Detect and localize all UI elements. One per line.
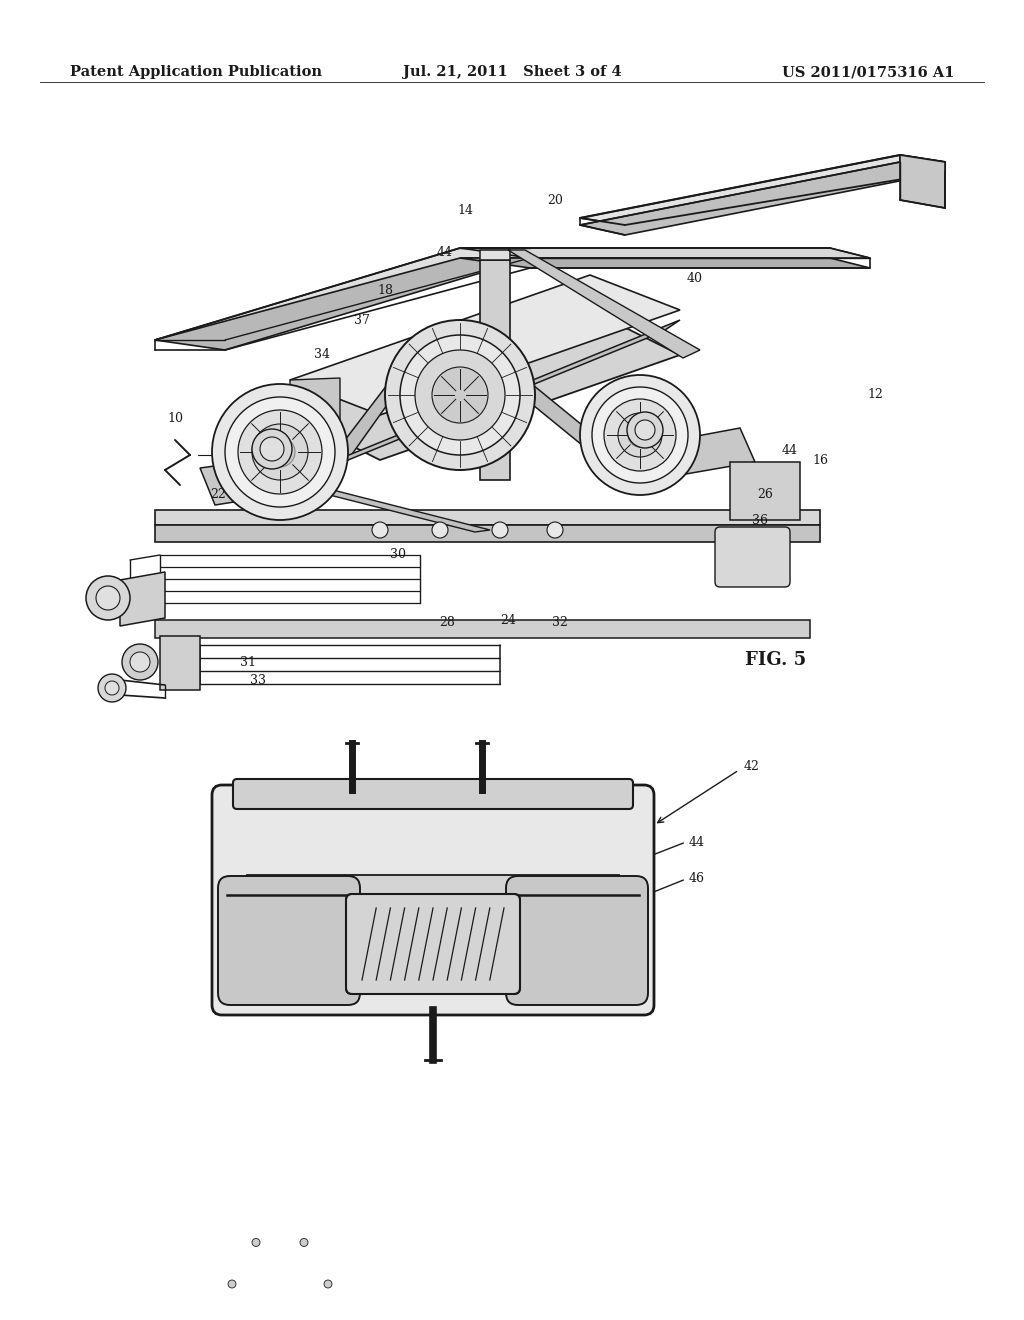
Polygon shape (900, 154, 945, 209)
Circle shape (547, 521, 563, 539)
Text: 30: 30 (390, 549, 406, 561)
Circle shape (105, 681, 119, 696)
FancyBboxPatch shape (715, 527, 790, 587)
Circle shape (238, 411, 322, 494)
Circle shape (225, 397, 335, 507)
Circle shape (627, 412, 663, 447)
Circle shape (372, 521, 388, 539)
Text: FIG. 6: FIG. 6 (410, 997, 471, 1014)
Polygon shape (155, 510, 820, 525)
Circle shape (252, 1238, 260, 1246)
Circle shape (252, 424, 308, 480)
Circle shape (96, 586, 120, 610)
Text: 35: 35 (287, 458, 303, 471)
Polygon shape (580, 154, 945, 224)
Polygon shape (480, 249, 510, 260)
Text: 12: 12 (867, 388, 883, 401)
Circle shape (432, 521, 449, 539)
Circle shape (324, 1280, 332, 1288)
Text: 44: 44 (689, 836, 705, 849)
Text: 34: 34 (314, 348, 330, 362)
FancyBboxPatch shape (218, 876, 360, 1005)
Circle shape (212, 384, 348, 520)
Text: 32: 32 (552, 615, 568, 628)
Text: Jul. 21, 2011   Sheet 3 of 4: Jul. 21, 2011 Sheet 3 of 4 (402, 65, 622, 79)
Polygon shape (160, 636, 200, 690)
Polygon shape (155, 257, 530, 350)
FancyBboxPatch shape (506, 876, 648, 1005)
Polygon shape (155, 525, 820, 543)
Circle shape (618, 413, 662, 457)
Text: US 2011/0175316 A1: US 2011/0175316 A1 (782, 65, 955, 79)
Circle shape (580, 375, 700, 495)
Circle shape (415, 350, 505, 440)
Circle shape (98, 675, 126, 702)
Circle shape (300, 1238, 308, 1246)
Circle shape (385, 319, 535, 470)
Polygon shape (290, 378, 340, 432)
Circle shape (492, 521, 508, 539)
Text: 46: 46 (689, 873, 705, 886)
Circle shape (400, 335, 520, 455)
Circle shape (604, 399, 676, 471)
FancyBboxPatch shape (212, 785, 654, 1015)
Polygon shape (534, 385, 582, 445)
Text: 28: 28 (439, 615, 455, 628)
Circle shape (635, 420, 655, 440)
Circle shape (265, 437, 295, 467)
Polygon shape (155, 620, 810, 638)
Circle shape (628, 422, 652, 447)
Text: 14: 14 (457, 203, 473, 216)
Circle shape (592, 387, 688, 483)
Polygon shape (730, 462, 800, 520)
Text: 31: 31 (240, 656, 256, 668)
Circle shape (252, 429, 292, 469)
Polygon shape (508, 249, 700, 358)
Text: 33: 33 (250, 673, 266, 686)
Polygon shape (665, 428, 755, 475)
Text: 22: 22 (210, 488, 226, 502)
Text: 40: 40 (687, 272, 703, 285)
Text: 24: 24 (500, 614, 516, 627)
Text: 36: 36 (752, 513, 768, 527)
Circle shape (432, 367, 488, 422)
Circle shape (228, 1280, 236, 1288)
Polygon shape (290, 275, 680, 414)
Text: 38: 38 (284, 483, 300, 496)
Text: 20: 20 (547, 194, 563, 206)
FancyBboxPatch shape (346, 894, 520, 994)
Polygon shape (480, 260, 510, 480)
Polygon shape (460, 248, 870, 257)
Polygon shape (460, 257, 870, 268)
Bar (247, 875, 618, 909)
Circle shape (260, 437, 284, 461)
Polygon shape (120, 572, 165, 626)
Text: Patent Application Publication: Patent Application Publication (70, 65, 322, 79)
Polygon shape (290, 310, 680, 459)
Text: 16: 16 (812, 454, 828, 466)
Text: FIG. 5: FIG. 5 (745, 651, 806, 669)
Polygon shape (250, 319, 680, 500)
Polygon shape (345, 385, 387, 465)
FancyBboxPatch shape (233, 779, 633, 809)
Text: 42: 42 (744, 760, 760, 774)
Polygon shape (580, 162, 945, 235)
Text: 37: 37 (354, 314, 370, 326)
Circle shape (86, 576, 130, 620)
Polygon shape (155, 248, 530, 341)
Polygon shape (310, 488, 490, 532)
Text: 26: 26 (757, 488, 773, 502)
Text: 18: 18 (377, 284, 393, 297)
Polygon shape (200, 455, 310, 506)
Text: 44: 44 (782, 444, 798, 457)
Circle shape (122, 644, 158, 680)
Text: 10: 10 (167, 412, 183, 425)
Circle shape (130, 652, 150, 672)
Text: 44: 44 (437, 246, 453, 259)
